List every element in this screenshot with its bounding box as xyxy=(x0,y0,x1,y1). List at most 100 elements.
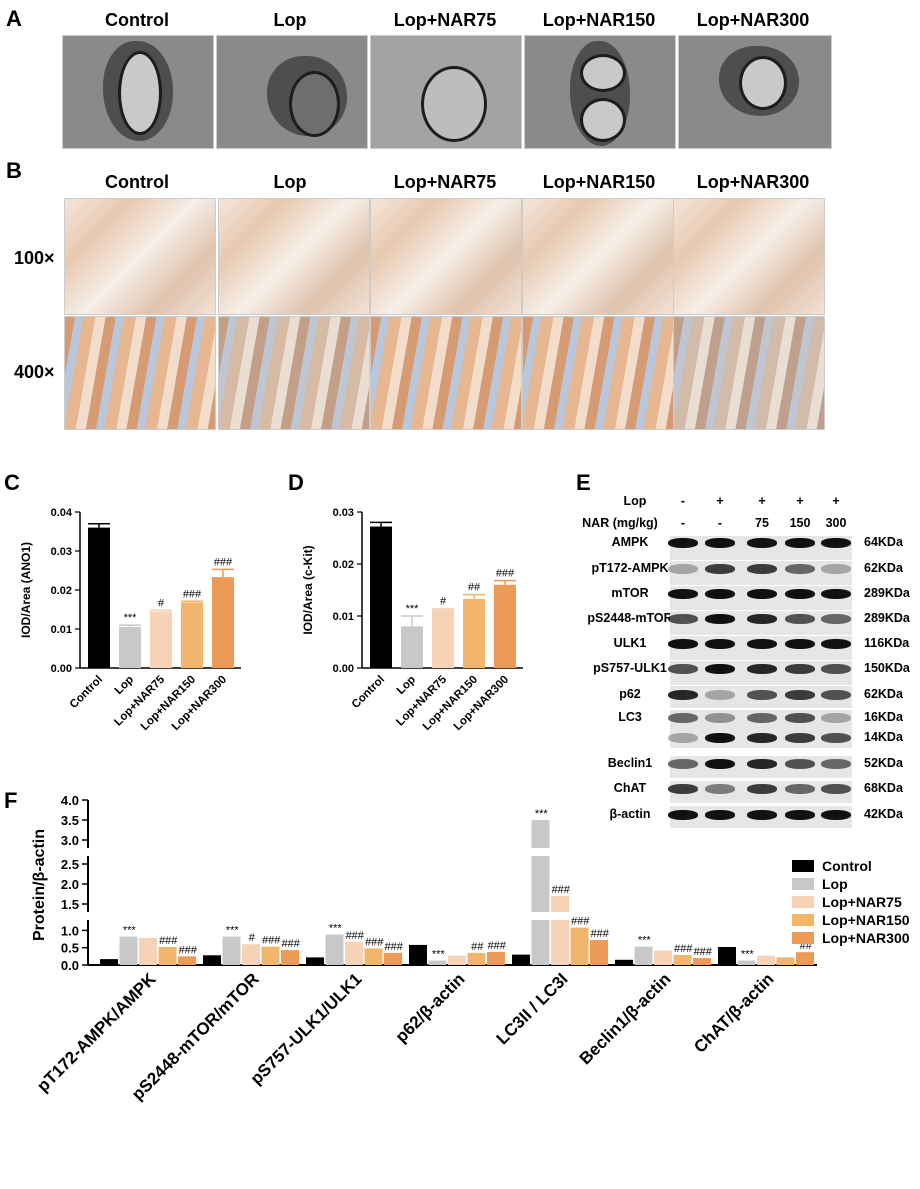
bar-Lop xyxy=(428,960,447,965)
legend-label: Lop+NAR75 xyxy=(822,894,902,910)
bar-Lop xyxy=(737,960,756,965)
x-tick-label: Lop+NAR300 xyxy=(170,674,229,733)
wb-band xyxy=(747,639,777,649)
wb-band xyxy=(785,639,815,649)
significance-label: *** xyxy=(535,808,549,820)
wb-row-label: β-actin xyxy=(609,807,651,821)
x-tick-label: p62/β-actin xyxy=(392,969,469,1046)
x-tick-label: Control xyxy=(68,674,105,711)
significance-label: ### xyxy=(179,944,198,956)
significance-label: ### xyxy=(496,568,515,580)
bar-Control xyxy=(88,527,110,668)
bar-Lop+NAR150 xyxy=(364,948,383,965)
wb-band xyxy=(668,784,698,794)
y-tick-label: 2.5 xyxy=(61,857,79,872)
bar-Lop xyxy=(634,946,653,965)
wb-band xyxy=(668,614,698,624)
bar-Control xyxy=(100,959,118,965)
ihc-title-control: Control xyxy=(105,172,169,192)
bar-Lop+NAR150 xyxy=(776,957,795,965)
panel-label-c: C xyxy=(4,470,20,495)
wb-nar-value: 150 xyxy=(789,516,811,530)
wb-band xyxy=(785,538,815,548)
wb-band xyxy=(821,759,851,769)
significance-label: *** xyxy=(638,935,652,947)
y-tick-label: 2.0 xyxy=(61,877,79,892)
wb-band xyxy=(785,664,815,674)
bar-Lop xyxy=(119,936,138,965)
bar-Lop+NAR75 xyxy=(757,955,775,965)
y-tick-label: 3.0 xyxy=(61,833,79,848)
wb-band xyxy=(747,564,777,574)
bar-Lop+NAR75 xyxy=(139,938,157,965)
bar-Lop+NAR75 xyxy=(551,920,569,965)
wb-band xyxy=(821,810,851,820)
wb-band xyxy=(747,810,777,820)
wb-band xyxy=(705,564,735,574)
legend-label: Control xyxy=(822,858,872,874)
legend-swatch-Lop+NAR150 xyxy=(792,914,814,926)
em-title-nar75: Lop+NAR75 xyxy=(393,10,497,30)
significance-label: ### xyxy=(346,930,365,942)
panel-label-e: E xyxy=(576,470,591,495)
wb-band xyxy=(785,564,815,574)
wb-band xyxy=(821,664,851,674)
wb-band xyxy=(705,713,735,723)
y-tick-label: 0.00 xyxy=(51,663,72,675)
significance-label: # xyxy=(440,596,447,608)
wb-kda-label: 62KDa xyxy=(864,561,903,575)
ihc-title-lop: Lop xyxy=(273,172,307,192)
wb-row-label: Beclin1 xyxy=(607,756,653,770)
bar-Control xyxy=(203,955,221,965)
y-tick-label: 0.02 xyxy=(51,585,72,597)
bar-Lop+NAR150 xyxy=(463,598,485,668)
bar-Lop+NAR75 xyxy=(654,950,672,965)
ihc-400x-control xyxy=(64,316,216,430)
wb-lop-value: + xyxy=(796,494,804,508)
bar-Lop xyxy=(325,934,344,965)
wb-band xyxy=(668,538,698,548)
bar-Lop xyxy=(531,856,550,912)
y-tick-label: 1.5 xyxy=(61,897,79,912)
wb-row-label: AMPK xyxy=(611,535,649,549)
x-tick-label: Lop xyxy=(395,674,418,697)
magnification-100: 100× xyxy=(14,248,55,268)
wb-band xyxy=(821,639,851,649)
wb-band xyxy=(668,589,698,599)
em-image-control xyxy=(62,35,214,149)
x-tick-label: ChAT/β-actin xyxy=(690,969,777,1056)
x-tick-label: LC3II / LC3I xyxy=(493,969,572,1048)
significance-label: *** xyxy=(741,949,755,961)
bar-Control xyxy=(512,954,530,965)
bar-Lop xyxy=(531,820,550,848)
wb-band xyxy=(747,589,777,599)
y-tick-label: 0.03 xyxy=(333,507,354,519)
wb-band xyxy=(705,784,735,794)
bar-Lop xyxy=(401,626,423,668)
wb-kda-label: 16KDa xyxy=(864,710,903,724)
wb-band xyxy=(705,690,735,700)
wb-nar-label: NAR (mg/kg) xyxy=(582,516,658,530)
wb-row-label: ULK1 xyxy=(613,636,647,650)
wb-band xyxy=(821,733,851,743)
y-axis-label: IOD/Area (ANO1) xyxy=(19,542,33,638)
significance-label: ### xyxy=(183,588,202,600)
wb-band xyxy=(821,614,851,624)
wb-band xyxy=(785,733,815,743)
wb-row-label: ChAT xyxy=(613,781,647,795)
ihc-400x-nar300 xyxy=(673,316,825,430)
wb-nar-value: 300 xyxy=(825,516,847,530)
bar-Lop+NAR75 xyxy=(345,941,363,965)
y-axis-label: IOD/Area (c-Kit) xyxy=(301,545,315,634)
bar-Lop+NAR150 xyxy=(467,952,486,965)
x-tick-label: Beclin1/β-actin xyxy=(576,969,675,1068)
wb-band xyxy=(705,664,735,674)
wb-kda-label: 42KDa xyxy=(864,807,903,821)
ihc-title-nar150: Lop+NAR150 xyxy=(542,172,656,192)
chart-f-protein: 0.0 0.5 1.0 1.5 2.0 2.5 3.0 3.5 4.0 Protein/β-act… xyxy=(31,793,910,1104)
y-tick-label: 0.03 xyxy=(51,546,72,558)
bar-Lop xyxy=(531,920,550,965)
bar-Lop+NAR150 xyxy=(158,947,177,965)
ihc-title-nar75: Lop+NAR75 xyxy=(393,172,497,192)
x-tick-label: pS757-ULK1/ULK1 xyxy=(247,969,366,1088)
